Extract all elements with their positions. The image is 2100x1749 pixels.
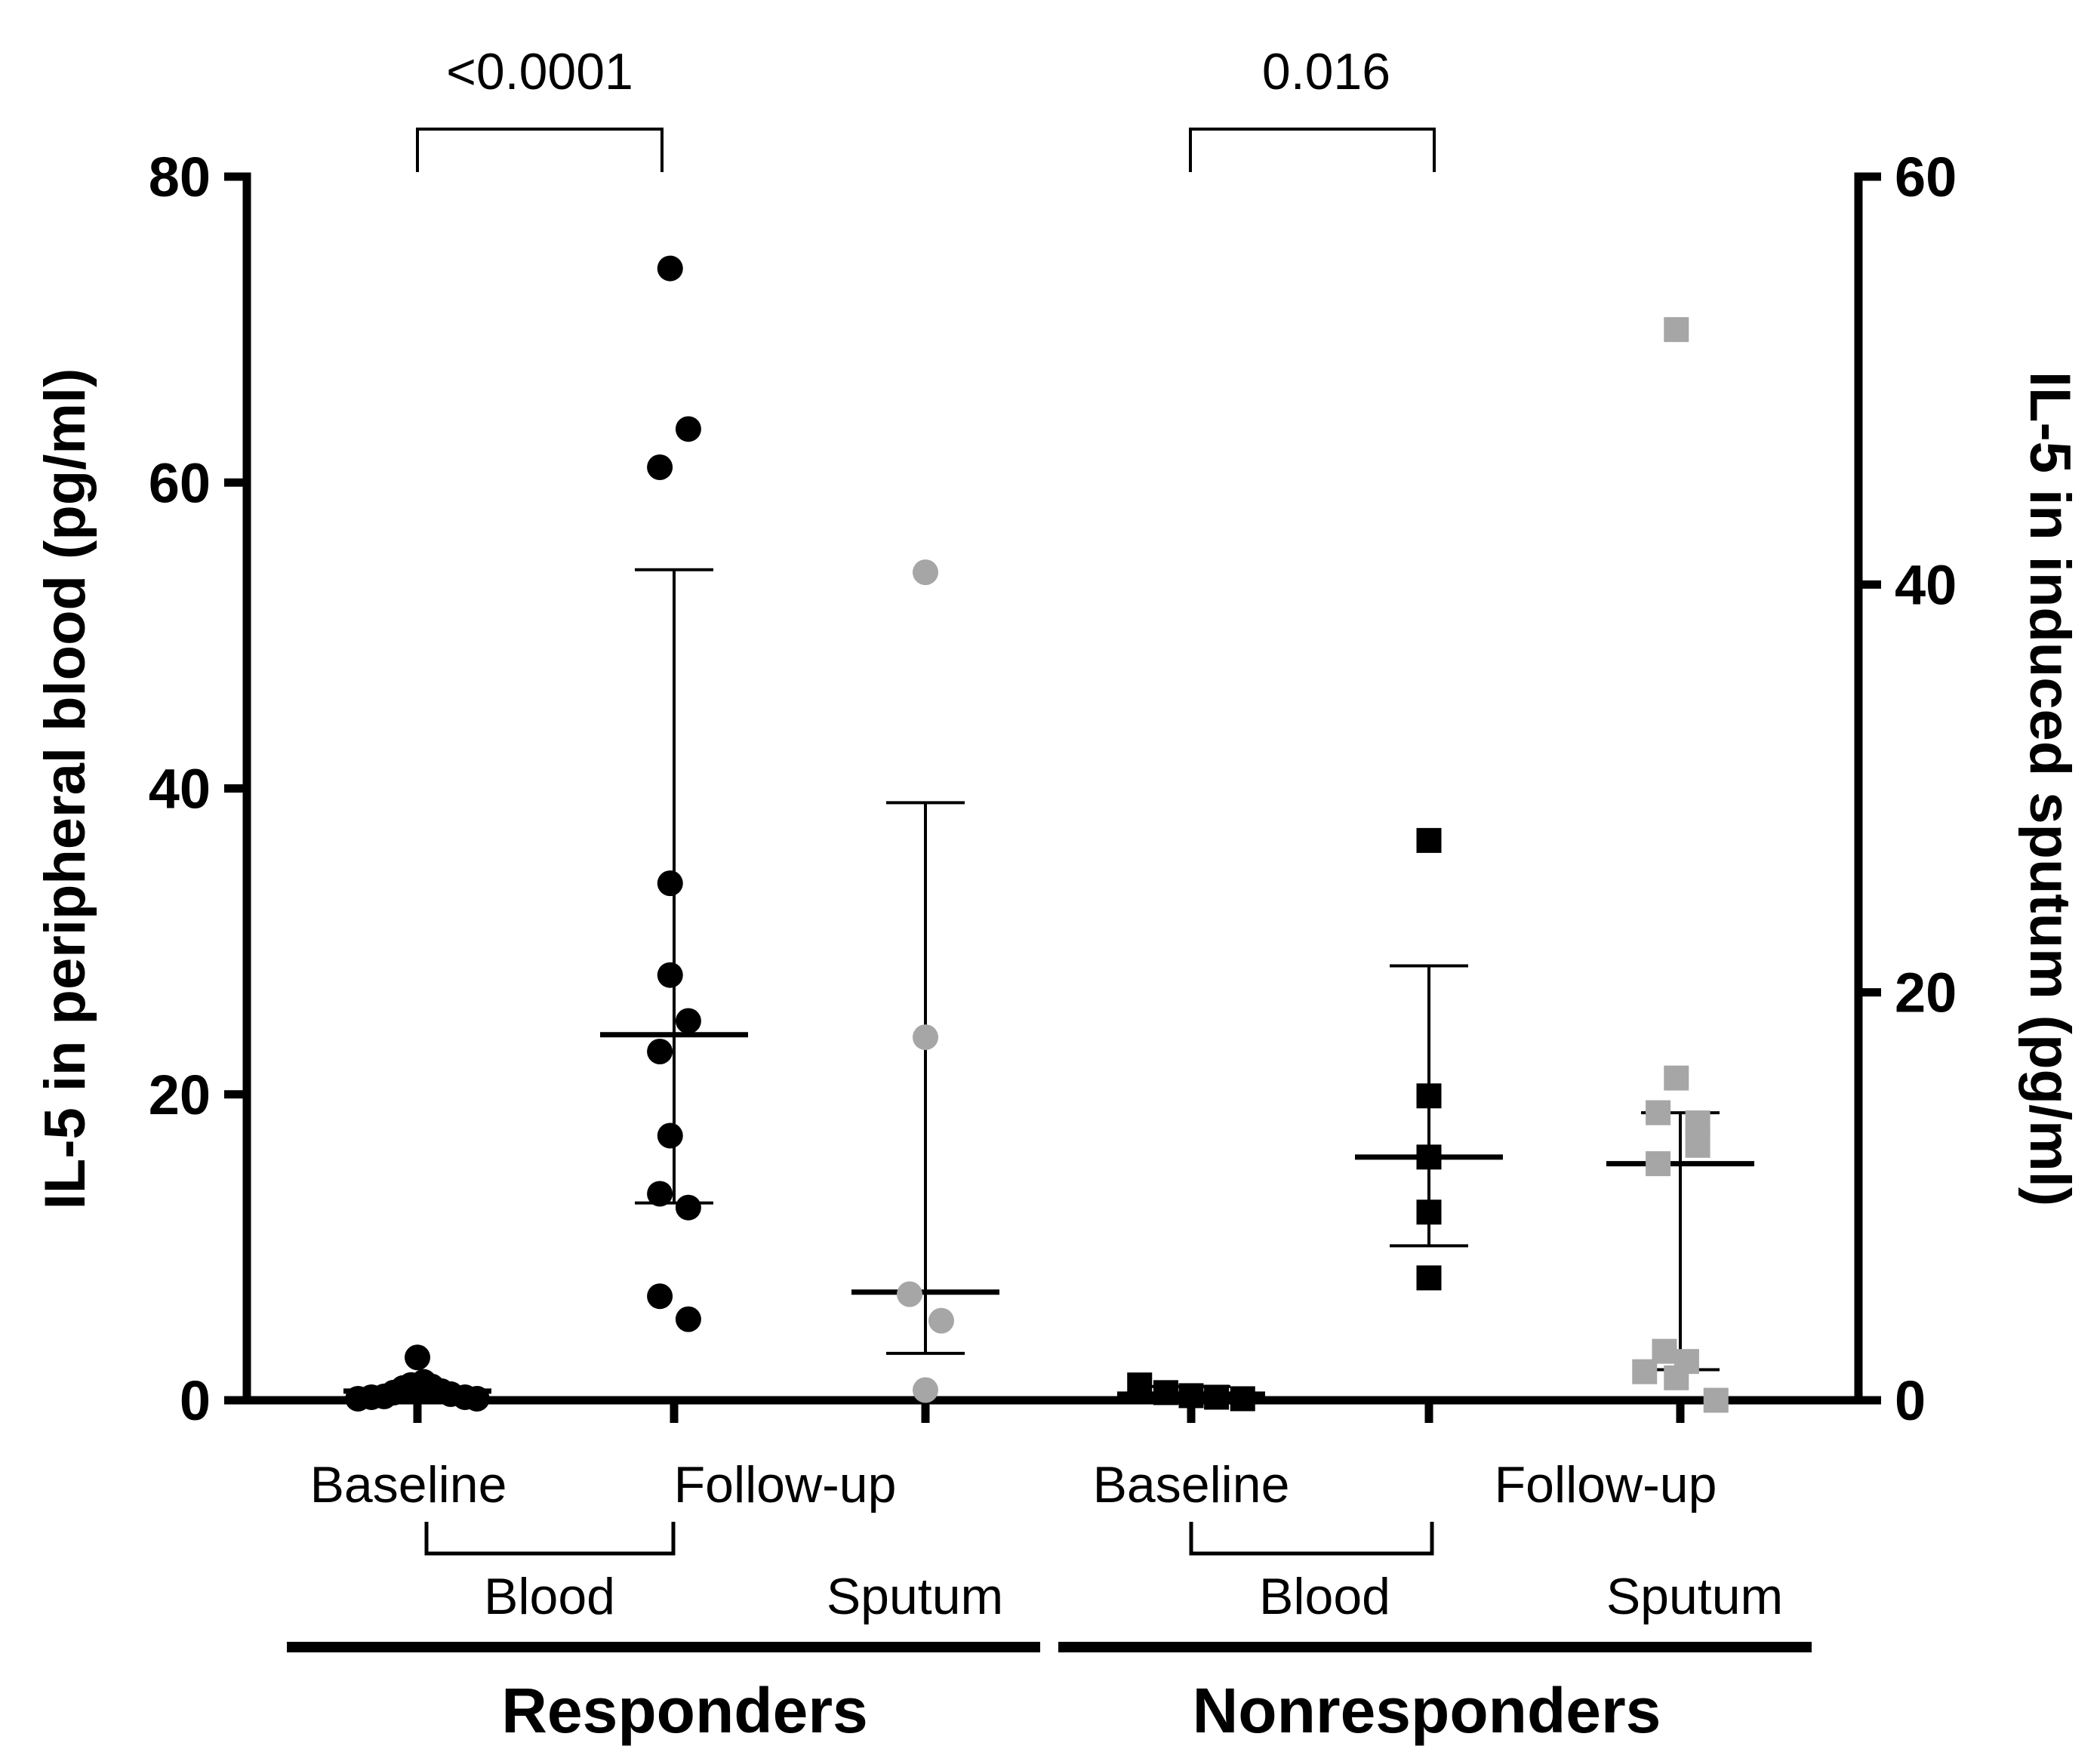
point-nonresp_sputum-9 [1664, 1365, 1689, 1390]
group-label-responders: Responders [501, 1675, 867, 1746]
point-nonresp_follow-2 [1416, 1144, 1442, 1170]
right-axis-title: IL-5 in induced sputum (pg/ml) [2018, 371, 2082, 1206]
specimen-label-responders-blood: Blood [484, 1568, 615, 1625]
point-resp_follow-10 [647, 1283, 673, 1310]
point-resp_follow-4 [657, 962, 683, 988]
point-nonresp_sputum-4 [1685, 1132, 1710, 1158]
point-resp_sputum-4 [913, 1377, 938, 1403]
points-layer [345, 255, 1729, 1413]
point-resp_follow-3 [657, 870, 683, 897]
point-nonresp_follow-0 [1416, 827, 1442, 853]
point-resp_follow-2 [675, 416, 701, 442]
category-label-nonresponders-follow-up: Follow-up [1495, 1456, 1717, 1513]
point-nonresp_base-2 [1178, 1383, 1204, 1409]
left-tick-label-40: 40 [149, 758, 211, 821]
point-resp_follow-0 [657, 255, 683, 282]
point-resp_base-12 [463, 1385, 490, 1412]
point-nonresp_sputum-10 [1703, 1387, 1729, 1413]
point-nonresp_base-4 [1230, 1386, 1255, 1412]
point-resp_follow-5 [675, 1008, 701, 1034]
point-resp_sputum-0 [913, 559, 938, 586]
comparison-bracket-responders [416, 128, 664, 172]
blood-bracket-responders [424, 1522, 676, 1556]
right-tick-label-20: 20 [1895, 962, 1957, 1024]
point-nonresp_follow-3 [1416, 1199, 1442, 1225]
left-tick-label-60: 60 [149, 451, 211, 514]
p-value-nonresponders: 0.016 [1262, 43, 1390, 100]
comparison-bracket-nonresponders [1189, 128, 1436, 172]
point-nonresp_sputum-1 [1664, 1065, 1689, 1091]
point-nonresp_sputum-0 [1664, 317, 1689, 343]
group-label-nonresponders: Nonresponders [1193, 1675, 1661, 1746]
right-tick-label-60: 60 [1895, 146, 1957, 208]
specimen-label-nonresponders-sputum: Sputum [1606, 1568, 1783, 1625]
point-resp_sputum-2 [897, 1281, 922, 1307]
left-tick-label-80: 80 [149, 146, 211, 208]
point-nonresp_sputum-5 [1646, 1151, 1671, 1177]
specimen-label-responders-sputum: Sputum [827, 1568, 1003, 1625]
point-resp_follow-11 [675, 1306, 701, 1332]
point-resp_follow-7 [657, 1122, 683, 1149]
error-bars-layer [343, 568, 1754, 1400]
left-tick-label-0: 0 [180, 1369, 211, 1432]
point-nonresp_follow-4 [1416, 1265, 1442, 1291]
category-label-nonresponders-baseline: Baseline [1093, 1456, 1290, 1513]
point-nonresp_sputum-3 [1685, 1110, 1710, 1136]
specimen-label-nonresponders-blood: Blood [1259, 1568, 1390, 1625]
point-resp_follow-9 [675, 1194, 701, 1221]
right-tick-label-0: 0 [1895, 1369, 1926, 1432]
left-tick-label-20: 20 [149, 1064, 211, 1126]
point-nonresp_base-3 [1204, 1384, 1230, 1410]
point-resp_sputum-1 [913, 1024, 938, 1051]
point-resp_follow-6 [647, 1039, 673, 1065]
point-nonresp_sputum-2 [1646, 1100, 1671, 1125]
point-nonresp_base-1 [1153, 1380, 1178, 1406]
left-axis-title: IL-5 in peripheral blood (pg/ml) [33, 368, 97, 1210]
point-nonresp_base-0 [1127, 1372, 1153, 1398]
blood-bracket-nonresponders [1189, 1522, 1434, 1556]
point-resp_base-6 [405, 1344, 430, 1371]
category-label-responders-follow-up: Follow-up [674, 1456, 897, 1513]
point-nonresp_follow-1 [1416, 1083, 1442, 1109]
point-resp_follow-1 [647, 454, 673, 480]
point-resp_follow-8 [647, 1181, 673, 1207]
ticks-layer: 0 20 40 60 80 0 20 40 60 [149, 146, 1957, 1432]
point-nonresp_sputum-8 [1632, 1359, 1658, 1384]
right-tick-label-40: 40 [1895, 553, 1957, 616]
point-resp_sputum-3 [928, 1307, 954, 1334]
p-value-responders: <0.0001 [446, 43, 633, 100]
category-label-responders-baseline: Baseline [310, 1456, 507, 1513]
